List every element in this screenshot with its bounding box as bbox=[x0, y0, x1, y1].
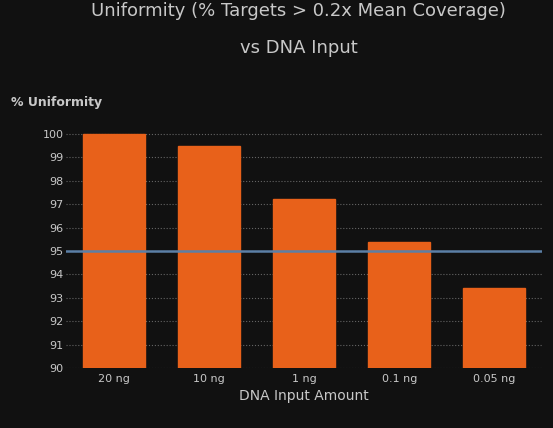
Text: vs DNA Input: vs DNA Input bbox=[240, 39, 357, 56]
Bar bbox=[178, 146, 240, 368]
Bar bbox=[368, 242, 430, 368]
Bar bbox=[83, 134, 145, 368]
Text: % Uniformity: % Uniformity bbox=[11, 96, 102, 109]
Bar bbox=[273, 199, 335, 368]
X-axis label: DNA Input Amount: DNA Input Amount bbox=[239, 389, 369, 403]
Bar bbox=[463, 288, 525, 368]
Text: Uniformity (% Targets > 0.2x Mean Coverage): Uniformity (% Targets > 0.2x Mean Covera… bbox=[91, 2, 506, 20]
